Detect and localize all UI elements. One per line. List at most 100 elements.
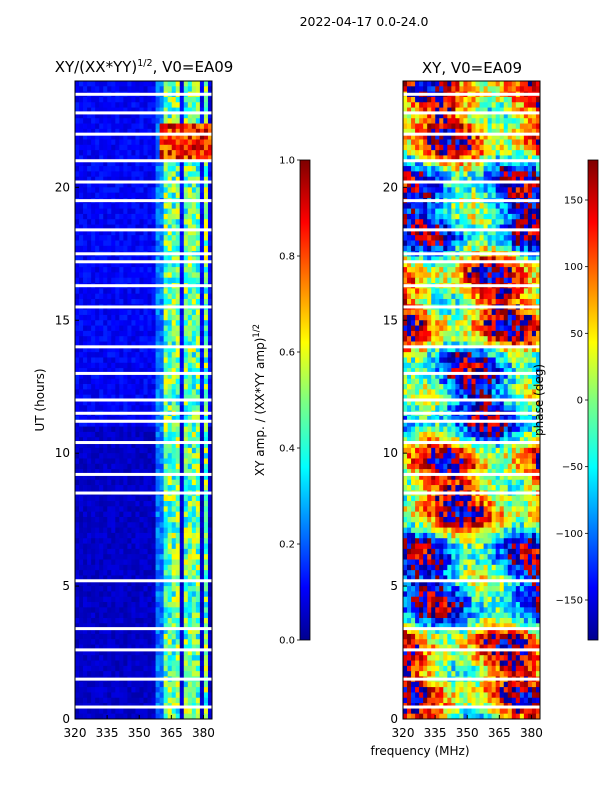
- heatmap-cell: [143, 543, 148, 550]
- heatmap-cell: [139, 591, 144, 598]
- heatmap-cell: [175, 649, 181, 656]
- heatmap-cell: [171, 453, 177, 459]
- heatmap-cell: [155, 437, 161, 443]
- heatmap-row: [75, 713, 213, 720]
- heatmap-cell: [99, 713, 104, 720]
- heatmap-cell: [107, 458, 112, 465]
- heatmap-cell: [75, 644, 80, 651]
- heatmap-cell: [159, 415, 165, 422]
- heatmap-cell: [171, 687, 177, 693]
- heatmap-cell: [151, 187, 156, 194]
- heatmap-cell: [123, 102, 128, 108]
- heatmap-cell: [143, 166, 148, 172]
- heatmap-cell: [167, 586, 173, 592]
- heatmap-cell: [163, 607, 169, 614]
- heatmap-cell: [143, 277, 148, 284]
- heatmap-cell: [503, 155, 509, 162]
- heatmap-cell: [183, 81, 189, 87]
- heatmap-cell: [123, 213, 128, 220]
- heatmap-cell: [95, 336, 100, 342]
- heatmap-cell: [483, 107, 489, 114]
- heatmap-cell: [199, 538, 205, 544]
- heatmap-row: [75, 580, 213, 587]
- heatmap-cell: [83, 649, 88, 656]
- heatmap-cell: [527, 144, 533, 151]
- heatmap-cell: [459, 112, 464, 119]
- heatmap-cell: [151, 506, 156, 513]
- heatmap-cell: [191, 580, 197, 587]
- heatmap-cell: [411, 187, 416, 194]
- heatmap-cell: [139, 203, 144, 209]
- heatmap-cell: [199, 298, 205, 305]
- heatmap-cell: [207, 708, 213, 715]
- heatmap-cell: [107, 681, 112, 688]
- heatmap-cell: [115, 617, 120, 624]
- heatmap-cell: [163, 112, 169, 119]
- heatmap-cell: [199, 256, 205, 263]
- heatmap-cell: [203, 203, 209, 209]
- heatmap-cell: [87, 357, 92, 364]
- heatmap-cell: [107, 288, 112, 295]
- heatmap-cell: [123, 532, 128, 539]
- heatmap-cell: [87, 298, 92, 305]
- heatmap-cell: [155, 314, 161, 321]
- heatmap-cell: [123, 192, 128, 199]
- heatmap-cell: [119, 623, 124, 630]
- heatmap-cell: [139, 415, 144, 422]
- heatmap-cell: [155, 150, 161, 156]
- panel-amplitude-frame: [74, 80, 213, 720]
- heatmap-cell: [79, 330, 84, 337]
- heatmap-cell: [167, 245, 173, 252]
- heatmap-cell: [199, 288, 205, 295]
- heatmap-cell: [167, 325, 173, 332]
- heatmap-cell: [187, 623, 193, 630]
- heatmap-cell: [151, 373, 156, 380]
- heatmap-cell: [171, 171, 177, 178]
- heatmap-cell: [415, 160, 420, 167]
- heatmap-cell: [151, 102, 156, 108]
- heatmap-cell: [179, 405, 185, 412]
- heatmap-cell: [531, 171, 537, 178]
- heatmap-cell: [123, 469, 128, 475]
- heatmap-cell: [183, 341, 189, 348]
- heatmap-cell: [135, 463, 140, 470]
- heatmap-cell: [119, 357, 124, 364]
- heatmap-cell: [103, 559, 108, 566]
- heatmap-cell: [143, 442, 148, 449]
- heatmap-cell: [107, 564, 112, 571]
- heatmap-cell: [91, 559, 96, 566]
- heatmap-cell: [507, 150, 513, 156]
- heatmap-cell: [107, 384, 112, 390]
- heatmap-cell: [191, 596, 197, 603]
- heatmap-cell: [107, 362, 112, 369]
- heatmap-cell: [87, 607, 92, 614]
- heatmap-cell: [147, 405, 152, 412]
- heatmap-cell: [79, 570, 84, 576]
- heatmap-cell: [143, 692, 148, 699]
- heatmap-cell: [87, 400, 92, 406]
- heatmap-cell: [207, 639, 213, 645]
- heatmap-cell: [151, 203, 156, 209]
- heatmap-cell: [163, 415, 169, 422]
- heatmap-cell: [163, 384, 169, 390]
- heatmap-cell: [119, 325, 124, 332]
- heatmap-cell: [179, 384, 185, 390]
- heatmap-cell: [99, 362, 104, 369]
- heatmap-cell: [147, 235, 152, 241]
- heatmap-cell: [207, 559, 213, 566]
- heatmap-cell: [187, 96, 193, 103]
- heatmap-cell: [403, 187, 408, 194]
- heatmap-cell: [159, 538, 165, 544]
- heatmap-cell: [135, 293, 140, 300]
- heatmap-row: [75, 485, 213, 491]
- heatmap-cell: [203, 330, 209, 337]
- heatmap-cell: [119, 495, 124, 502]
- heatmap-cell: [139, 671, 144, 677]
- heatmap-cell: [95, 532, 100, 539]
- heatmap-cell: [411, 96, 416, 103]
- heatmap-cell: [123, 182, 128, 188]
- heatmap-cell: [99, 405, 104, 412]
- heatmap-cell: [195, 384, 201, 390]
- heatmap-cell: [91, 325, 96, 332]
- heatmap-cell: [411, 128, 416, 135]
